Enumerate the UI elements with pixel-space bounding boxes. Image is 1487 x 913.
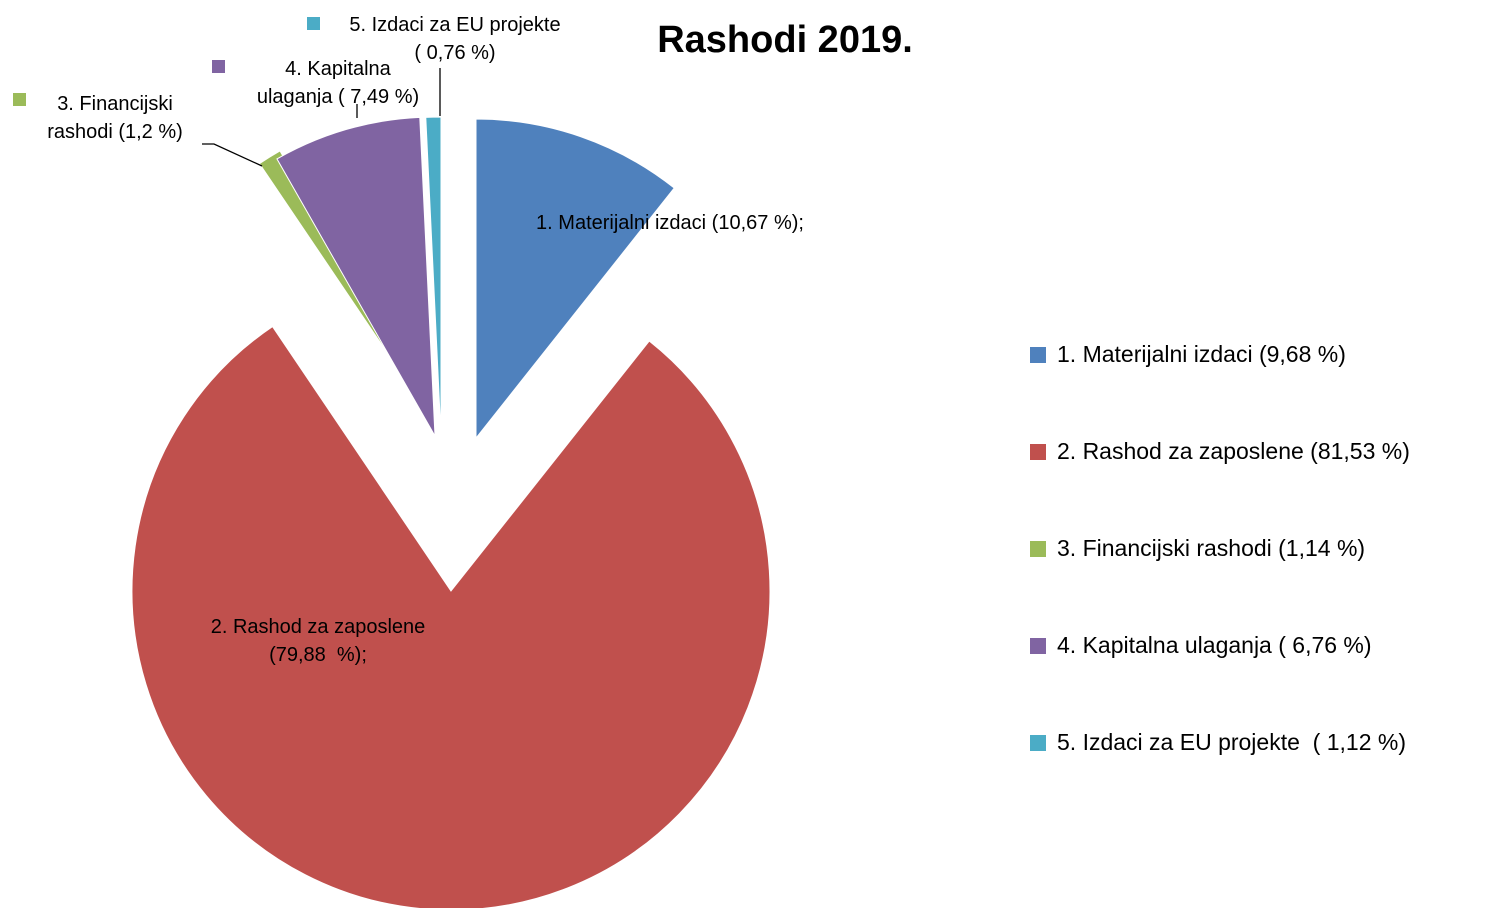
data-label-kapitalna: 4. Kapitalna [285,58,392,80]
data-label-financijski: rashodi (1,2 %) [47,121,183,143]
data-label-financijski: 3. Financijski [57,93,173,115]
data-label-zaposleni: 2. Rashod za zaposlene [211,616,426,638]
legend-swatch-eu [1030,735,1046,751]
slices-layer [131,116,771,911]
pie-slice-materijalni [475,118,675,440]
legend-entry-zaposleni: 2. Rashod za zaposlene (81,53 %) [1057,438,1410,464]
labels-layer: 1. Materijalni izdaci (10,67 %); 2. Rasho… [13,14,804,666]
legend-swatch-materijalni [1030,347,1046,363]
legend-entry-materijalni: 1. Materijalni izdaci (9,68 %) [1057,341,1346,367]
data-label-eu: 5. Izdaci za EU projekte [349,14,560,36]
leader-line-financijski [202,143,263,167]
pie-slice-eu [425,116,442,437]
legend: 1. Materijalni izdaci (9,68 %) 2. Rashod … [1030,341,1410,755]
label-marker-financijski [13,93,26,106]
legend-entry-eu: 5. Izdaci za EU projekte ( 1,12 %) [1057,729,1406,755]
data-label-kapitalna: ulaganja ( 7,49 %) [257,86,419,108]
pie-slice-kapitalna [276,116,436,437]
legend-entry-financijski: 3. Financijski rashodi (1,14 %) [1057,535,1365,561]
data-label-materijalni: 1. Materijalni izdaci (10,67 %); [536,212,804,234]
legend-swatch-financijski [1030,541,1046,557]
legend-entry-kapitalna: 4. Kapitalna ulaganja ( 6,76 %) [1057,632,1372,658]
data-label-eu: ( 0,76 %) [414,42,495,64]
legend-swatch-kapitalna [1030,638,1046,654]
data-label-zaposleni: (79,88 %); [269,644,367,666]
label-marker-kapitalna [212,60,225,73]
label-marker-eu [307,17,320,30]
chart-title: Rashodi 2019. [657,19,913,61]
legend-swatch-zaposleni [1030,444,1046,460]
